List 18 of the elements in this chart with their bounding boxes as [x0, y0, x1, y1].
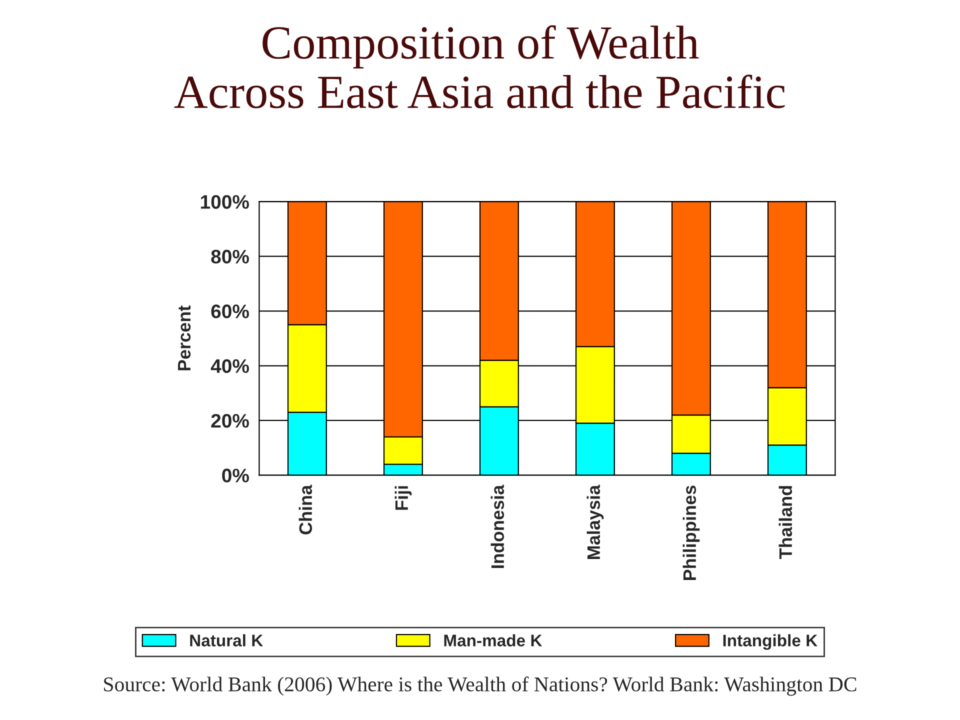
y-tick-label: 80% — [211, 250, 249, 264]
y-tick-label: 60% — [211, 304, 249, 318]
y-tick-label: 20% — [211, 414, 249, 428]
legend-label: Man-made K — [444, 634, 542, 646]
y-tick-label: 40% — [210, 359, 249, 373]
legend-label: Natural K — [190, 634, 264, 646]
x-tick-label: Indonesia — [490, 484, 504, 568]
y-tick-label: 0% — [222, 468, 249, 482]
y-axis-title: Percent — [178, 306, 191, 370]
x-tick-label: Thailand — [778, 486, 792, 559]
legend-label: Intangible K — [723, 634, 818, 650]
x-tick-label: Philippines — [682, 486, 700, 580]
x-tick-label: Fiji — [394, 486, 412, 510]
x-tick-label: China — [298, 484, 312, 534]
x-tick-label: Malaysia — [586, 484, 604, 559]
chart-title: Composition of Wealth Across East Asia and the Pacific — [174, 25, 785, 108]
source-note: Source: World Bank (2006) Where is the Wealth of Nations? World Bank: Washington DC — [104, 676, 856, 696]
y-tick-label: 100% — [200, 195, 249, 209]
